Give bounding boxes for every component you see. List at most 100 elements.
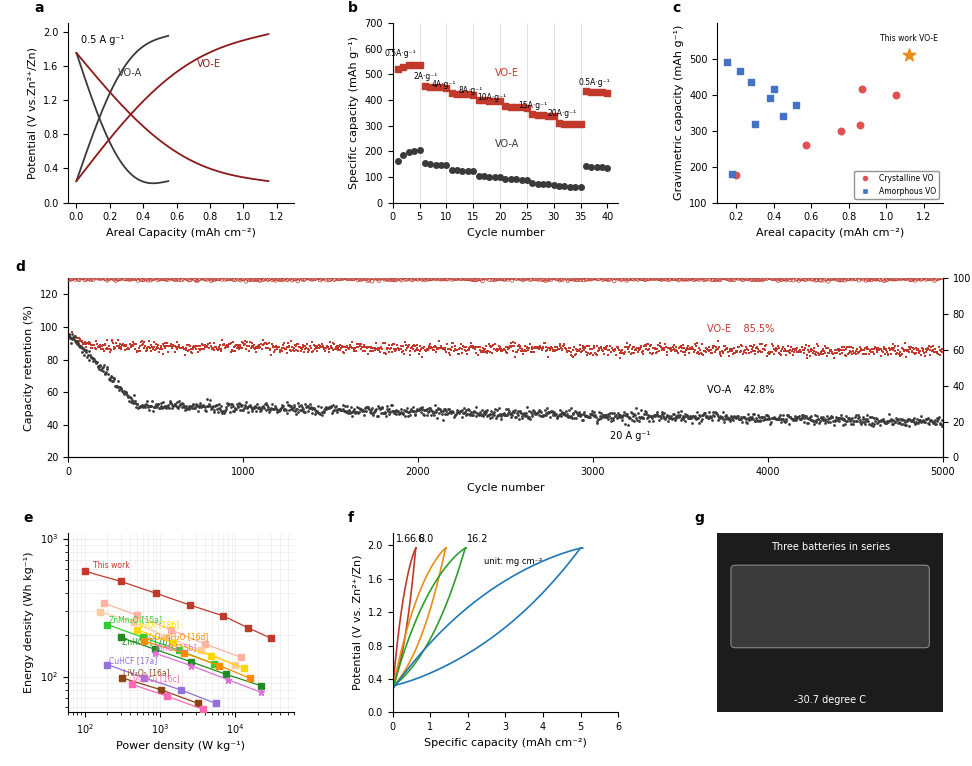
Point — [548, 345, 564, 357]
Point — [175, 342, 191, 354]
Point — [243, 342, 259, 354]
Point — [477, 342, 493, 355]
Point — [434, 273, 450, 285]
Point — [641, 344, 656, 356]
Point — [538, 345, 553, 358]
Point — [107, 273, 122, 286]
Point — [191, 401, 207, 413]
Point — [700, 344, 715, 356]
Point — [105, 272, 121, 284]
Point — [402, 405, 418, 417]
Point — [182, 344, 197, 356]
Point — [247, 273, 262, 285]
Point — [864, 417, 880, 429]
Point — [277, 272, 293, 284]
Point — [227, 403, 243, 415]
Point — [739, 342, 754, 354]
Point — [807, 345, 822, 357]
Point — [519, 101, 535, 113]
Point — [707, 340, 722, 352]
Point — [934, 345, 950, 358]
Point — [161, 340, 177, 352]
Point — [710, 408, 725, 420]
Point — [474, 275, 490, 287]
Point — [533, 406, 548, 418]
Point — [677, 415, 692, 427]
Point — [119, 340, 134, 352]
Point — [62, 332, 78, 345]
Point — [274, 274, 290, 286]
Point — [711, 335, 726, 347]
Point — [420, 403, 435, 415]
Point — [87, 271, 103, 283]
Point — [80, 351, 95, 363]
Point — [262, 343, 278, 355]
Point — [619, 274, 635, 286]
Point — [514, 101, 530, 113]
Point — [79, 346, 94, 358]
Point — [560, 274, 575, 286]
Point — [429, 345, 444, 358]
Point — [834, 274, 850, 286]
Point — [521, 405, 537, 417]
Point — [830, 343, 846, 355]
Point — [776, 341, 791, 353]
Point — [891, 416, 907, 428]
Point — [676, 413, 691, 425]
Point — [502, 408, 517, 420]
Point — [904, 345, 920, 358]
Point — [832, 348, 848, 360]
Point — [537, 273, 552, 286]
Point — [829, 412, 845, 424]
Point — [387, 273, 402, 286]
Point — [373, 408, 389, 420]
Point — [111, 273, 126, 285]
X-axis label: Cycle number: Cycle number — [467, 483, 544, 493]
Point — [403, 342, 419, 355]
Point — [431, 343, 446, 355]
Point — [60, 328, 76, 340]
Point — [368, 402, 384, 414]
Point — [844, 346, 859, 358]
Point — [784, 345, 800, 357]
Point — [247, 401, 262, 414]
Point — [455, 340, 470, 352]
Point — [304, 273, 320, 286]
Point — [514, 343, 530, 355]
Point — [644, 342, 660, 354]
Point — [799, 272, 815, 284]
Point — [732, 414, 747, 426]
Point — [285, 402, 300, 414]
Point — [600, 87, 615, 99]
Point — [529, 408, 544, 421]
Point — [105, 375, 121, 387]
Point — [899, 344, 915, 356]
Point — [190, 399, 205, 411]
Point — [519, 401, 535, 413]
Point — [868, 411, 884, 424]
Point — [135, 338, 151, 350]
Point — [414, 403, 430, 415]
Point — [490, 409, 505, 421]
Point — [62, 273, 78, 285]
Point — [884, 273, 899, 285]
Point — [301, 402, 317, 414]
Point — [589, 415, 605, 427]
Point — [574, 414, 590, 427]
Point — [600, 162, 615, 174]
Point — [882, 342, 897, 355]
Point — [287, 342, 302, 354]
Point — [171, 400, 187, 412]
Point — [565, 412, 580, 424]
Point — [218, 401, 233, 414]
Point — [582, 408, 598, 421]
Point — [150, 274, 165, 286]
Point — [564, 345, 579, 358]
Point — [372, 272, 388, 284]
Point — [824, 411, 840, 423]
Point — [299, 272, 315, 284]
Point — [357, 272, 372, 284]
Point — [508, 173, 524, 185]
Point — [780, 409, 795, 421]
Point — [805, 344, 820, 356]
